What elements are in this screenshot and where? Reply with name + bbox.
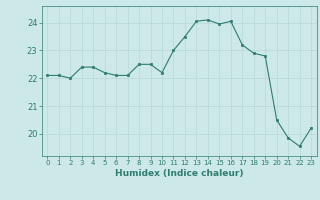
- X-axis label: Humidex (Indice chaleur): Humidex (Indice chaleur): [115, 169, 244, 178]
